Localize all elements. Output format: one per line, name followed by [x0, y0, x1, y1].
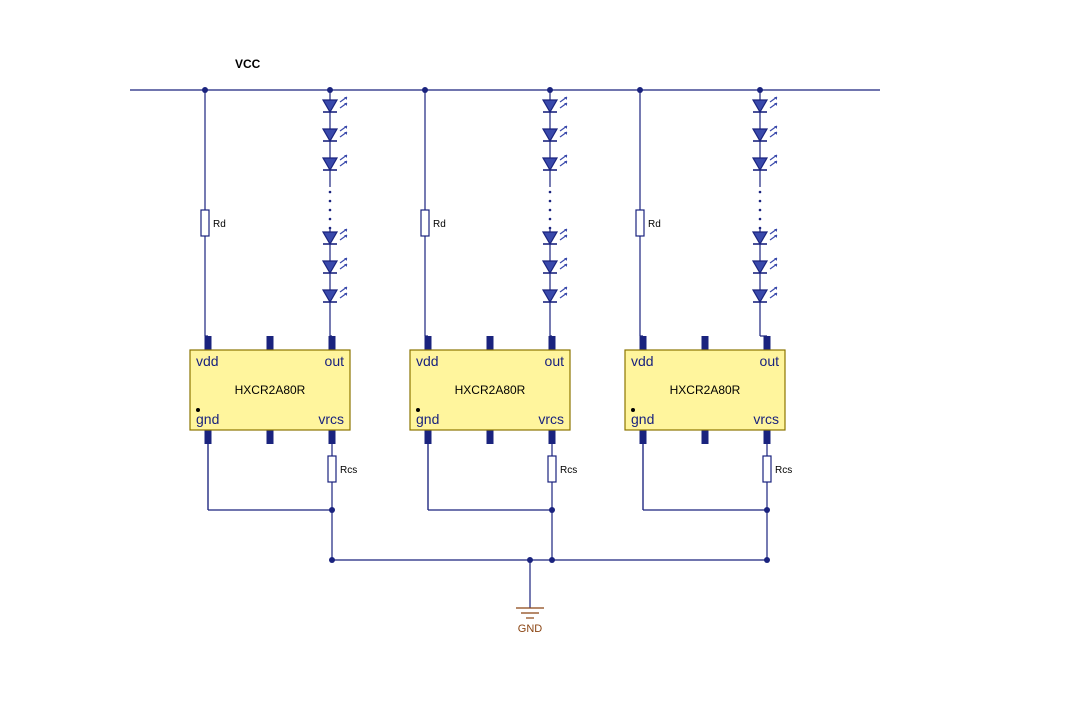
- resistor-label: Rd: [648, 219, 661, 230]
- pin-label-out: out: [760, 353, 780, 369]
- led-icon: [543, 126, 567, 141]
- channel-0: Rd vdd out gnd vrcs HXCR2A80R Rcs: [190, 87, 357, 563]
- led-icon: [543, 155, 567, 170]
- resistor-label: Rcs: [775, 465, 792, 476]
- pin-label-out: out: [325, 353, 345, 369]
- pin-label-vrcs: vrcs: [753, 411, 779, 427]
- resistor-rcs: Rcs: [763, 456, 792, 482]
- chip-name-label: HXCR2A80R: [455, 383, 526, 397]
- pin-label-vdd: vdd: [416, 353, 439, 369]
- pin-label-out: out: [545, 353, 565, 369]
- led-icon: [753, 258, 777, 273]
- chip-name-label: HXCR2A80R: [235, 383, 306, 397]
- led-icon: [753, 97, 777, 112]
- channel-1: Rd vdd out gnd vrcs HXCR2A80R Rcs: [410, 87, 577, 563]
- led-icon: [543, 258, 567, 273]
- led-icon: [323, 229, 347, 244]
- resistor-rcs: Rcs: [548, 456, 577, 482]
- led-icon: [753, 126, 777, 141]
- resistor-rd: Rd: [201, 210, 226, 236]
- resistor-label: Rcs: [560, 465, 577, 476]
- chip-HXCR2A80R: vdd out gnd vrcs HXCR2A80R: [190, 336, 350, 444]
- led-icon: [543, 287, 567, 302]
- led-icon: [753, 155, 777, 170]
- pin-label-vrcs: vrcs: [538, 411, 564, 427]
- resistor-label: Rd: [213, 219, 226, 230]
- chip-name-label: HXCR2A80R: [670, 383, 741, 397]
- resistor-rd: Rd: [421, 210, 446, 236]
- resistor-label: Rd: [433, 219, 446, 230]
- pin-label-vrcs: vrcs: [318, 411, 344, 427]
- led-icon: [543, 97, 567, 112]
- led-icon: [323, 258, 347, 273]
- resistor-rcs: Rcs: [328, 456, 357, 482]
- pin-label-vdd: vdd: [631, 353, 654, 369]
- pin-label-gnd: gnd: [416, 411, 439, 427]
- chip-HXCR2A80R: vdd out gnd vrcs HXCR2A80R: [410, 336, 570, 444]
- gnd-label: GND: [518, 623, 543, 635]
- led-icon: [323, 97, 347, 112]
- resistor-rd: Rd: [636, 210, 661, 236]
- chip-HXCR2A80R: vdd out gnd vrcs HXCR2A80R: [625, 336, 785, 444]
- pin-label-gnd: gnd: [631, 411, 654, 427]
- pin-label-vdd: vdd: [196, 353, 219, 369]
- led-icon: [323, 155, 347, 170]
- channel-2: Rd vdd out gnd vrcs HXCR2A80R Rcs: [625, 87, 792, 563]
- led-icon: [753, 287, 777, 302]
- vcc-label: VCC: [235, 57, 261, 71]
- led-icon: [323, 126, 347, 141]
- led-icon: [753, 229, 777, 244]
- pin-label-gnd: gnd: [196, 411, 219, 427]
- led-icon: [323, 287, 347, 302]
- led-icon: [543, 229, 567, 244]
- resistor-label: Rcs: [340, 465, 357, 476]
